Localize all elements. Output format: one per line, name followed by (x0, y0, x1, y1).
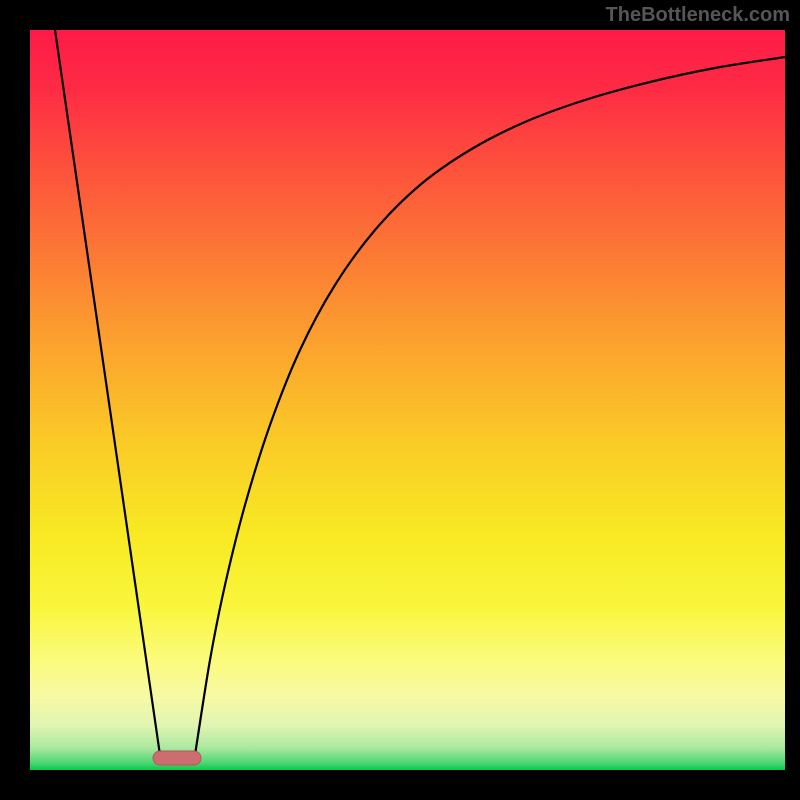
chart-svg (0, 0, 800, 800)
optimum-marker (153, 751, 201, 765)
bottleneck-chart: TheBottleneck.com (0, 0, 800, 800)
watermark-text: TheBottleneck.com (606, 4, 790, 27)
gradient-background (30, 30, 785, 770)
